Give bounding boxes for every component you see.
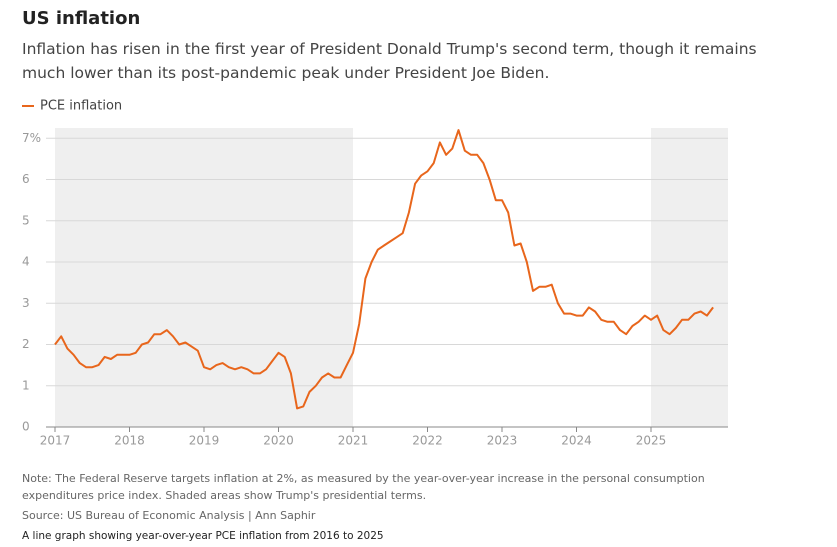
y-tick-label: 3	[22, 296, 30, 310]
y-tick-label: 5	[22, 213, 30, 227]
shaded-term	[55, 128, 353, 427]
x-tick-label: 2018	[114, 434, 145, 448]
y-tick-label: 6	[22, 172, 30, 186]
x-tick-label: 2023	[487, 434, 518, 448]
y-tick-label: 1	[22, 378, 30, 392]
note: Note: The Federal Reserve targets inflat…	[22, 472, 705, 502]
x-tick-label: 2025	[636, 434, 667, 448]
chart-title: US inflation	[22, 8, 141, 29]
x-tick-label: 2017	[40, 434, 71, 448]
caption: A line graph showing year-over-year PCE …	[22, 530, 384, 542]
x-tick-label: 2020	[263, 434, 294, 448]
legend-label: PCE inflation	[40, 99, 122, 114]
data-line	[54, 129, 714, 410]
x-tick-label: 2019	[189, 434, 220, 448]
x-tick-label: 2024	[561, 434, 592, 448]
x-tick-label: 2021	[338, 434, 369, 448]
chart: 0 1 2 3 4 5 6 7% 2017 2018 2019 2020 2021 2022 2023 202…	[22, 99, 728, 448]
y-tick-label: 4	[22, 255, 30, 269]
x-tick-label: 2022	[412, 434, 443, 448]
y-tick-label: 0	[22, 420, 30, 434]
chart-subtitle: Inflation has risen in the first year of…	[22, 40, 757, 82]
y-tick-label: 7%	[22, 131, 41, 145]
shaded-term	[651, 128, 728, 427]
y-tick-label: 2	[22, 337, 30, 351]
source: Source: US Bureau of Economic Analysis |…	[22, 509, 316, 522]
